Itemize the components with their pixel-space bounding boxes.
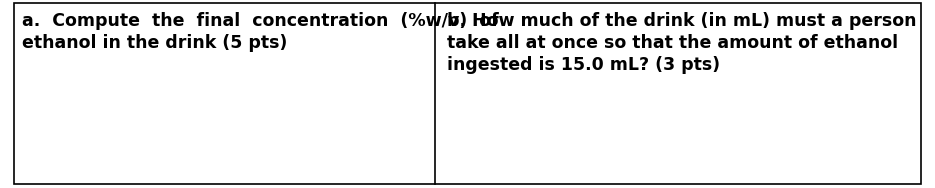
Text: ingested is 15.0 mL? (3 pts): ingested is 15.0 mL? (3 pts) [447, 56, 720, 74]
Text: ethanol in the drink (5 pts): ethanol in the drink (5 pts) [22, 34, 287, 52]
Text: take all at once so that the amount of ethanol: take all at once so that the amount of e… [447, 34, 899, 52]
Text: a.  Compute  the  final  concentration  (%w/v)  of: a. Compute the final concentration (%w/v… [22, 12, 498, 30]
Text: b. How much of the drink (in mL) must a person: b. How much of the drink (in mL) must a … [447, 12, 916, 30]
